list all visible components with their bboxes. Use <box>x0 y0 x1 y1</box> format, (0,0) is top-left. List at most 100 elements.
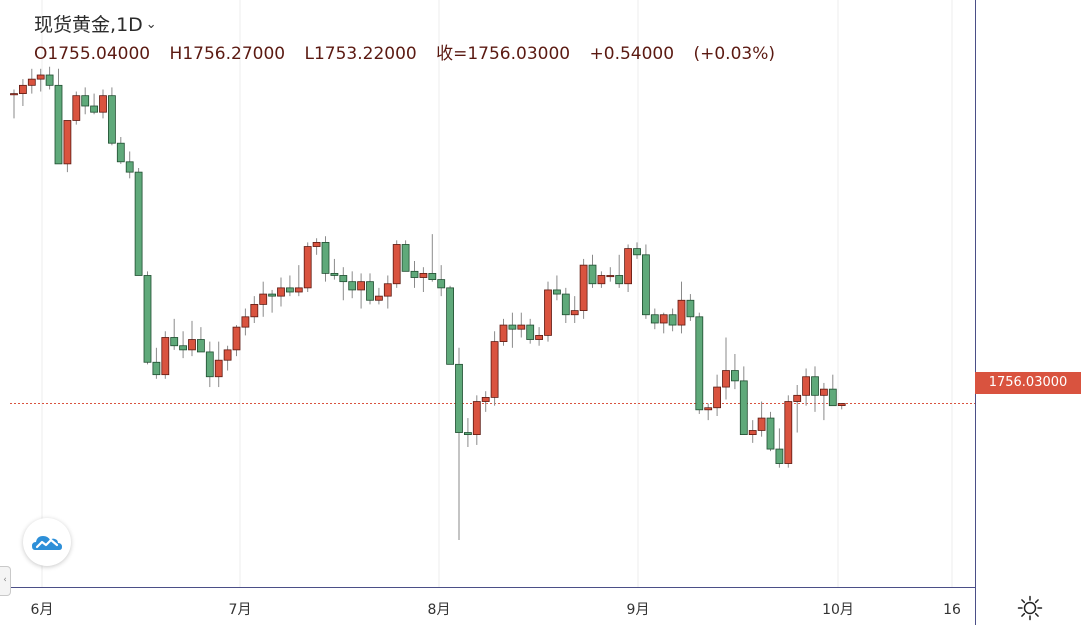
up-candle <box>357 281 366 291</box>
open-value: O1755.04000 <box>34 44 151 64</box>
up-candle <box>535 334 543 340</box>
up-candle <box>27 78 36 86</box>
down-candle <box>116 142 125 163</box>
down-candle <box>642 254 650 316</box>
down-candle <box>125 161 134 173</box>
down-candle <box>366 281 374 301</box>
up-candle <box>72 95 81 121</box>
up-candle <box>544 289 552 336</box>
up-candle <box>214 359 223 378</box>
symbol-selector[interactable]: 现货黄金 , 1D ⌄ <box>34 10 775 40</box>
chevron-down-icon[interactable]: ⌄ <box>145 17 157 32</box>
up-candle <box>757 417 766 431</box>
x-tick-label: 6月 <box>31 602 54 618</box>
down-candle <box>90 105 98 113</box>
x-tick-label: 8月 <box>428 602 451 618</box>
down-candle <box>81 95 90 107</box>
up-candle <box>659 314 668 324</box>
up-candle <box>490 341 499 398</box>
symbol-name[interactable]: 现货黄金 <box>34 14 111 36</box>
candles-layer <box>10 66 846 540</box>
up-candle <box>232 326 241 351</box>
up-candle <box>99 95 107 113</box>
up-candle <box>597 275 606 285</box>
down-candle <box>775 448 784 464</box>
collapse-panel-handle[interactable]: ‹ <box>0 566 11 596</box>
up-candle <box>472 401 481 435</box>
down-candle <box>321 241 330 274</box>
up-candle <box>374 295 383 301</box>
down-candle <box>766 417 775 450</box>
close-value: 收=1756.03000 <box>436 44 571 64</box>
up-candle <box>820 388 828 396</box>
down-candle <box>650 314 659 324</box>
down-candle <box>437 279 446 289</box>
up-candle <box>677 299 686 326</box>
up-candle <box>18 84 27 95</box>
x-tick-label: 7月 <box>229 602 252 618</box>
up-candle <box>259 293 268 305</box>
up-candle <box>793 394 802 402</box>
up-candle <box>303 246 312 289</box>
down-candle <box>811 376 819 396</box>
up-candle <box>241 316 250 328</box>
x-tick-label: 10月 <box>822 602 854 618</box>
last-price-tag: 1756.03000 <box>975 372 1081 394</box>
up-candle <box>294 287 303 293</box>
down-candle <box>615 275 624 285</box>
down-candle <box>553 289 561 295</box>
up-candle <box>63 120 72 165</box>
interval-label[interactable]: 1D <box>116 14 143 36</box>
up-candle <box>223 349 232 361</box>
up-candle <box>748 430 757 436</box>
up-candle <box>36 74 45 80</box>
up-candle <box>419 272 428 278</box>
up-candle <box>481 396 490 402</box>
up-candle <box>713 386 721 409</box>
x-tick-label: 16 <box>943 602 961 618</box>
chart-header: 现货黄金 , 1D ⌄ O1755.04000 H1756.27000 L175… <box>34 10 775 68</box>
tradingview-logo-button[interactable] <box>23 518 71 566</box>
down-candle <box>134 171 143 276</box>
down-candle <box>695 316 704 411</box>
change-percent: (+0.03%) <box>693 44 775 64</box>
down-candle <box>285 287 294 293</box>
ohlc-readout: O1755.04000 H1756.27000 L1753.22000 收=17… <box>34 40 775 68</box>
down-candle <box>268 293 277 297</box>
down-candle <box>196 339 205 353</box>
down-candle <box>108 95 116 144</box>
down-candle <box>739 380 748 436</box>
up-candle <box>161 337 170 376</box>
cloud-chart-icon <box>32 536 62 550</box>
up-candle <box>784 401 793 464</box>
axes-layer <box>0 0 976 625</box>
x-tick-label: 9月 <box>627 602 650 618</box>
down-candle <box>561 293 570 316</box>
x-tick-labels: 6月 7月 8月 9月 10月 16 <box>31 602 961 618</box>
down-candle <box>45 74 54 86</box>
up-candle <box>624 248 632 285</box>
down-candle <box>152 361 161 376</box>
down-candle <box>170 337 179 347</box>
down-candle <box>410 270 419 278</box>
down-candle <box>446 287 455 365</box>
up-candle <box>606 275 615 278</box>
down-candle <box>686 299 695 318</box>
down-candle <box>339 275 348 283</box>
up-candle <box>499 324 508 343</box>
down-candle <box>54 84 63 165</box>
up-candle <box>392 244 401 285</box>
up-candle <box>10 93 18 96</box>
down-candle <box>348 281 357 291</box>
settings-sun-icon[interactable] <box>1017 595 1043 621</box>
down-candle <box>633 248 641 256</box>
down-candle <box>526 324 535 340</box>
up-candle <box>837 403 846 406</box>
up-candle <box>188 339 196 351</box>
up-candle <box>704 407 713 411</box>
change-value: +0.54000 <box>589 44 675 64</box>
down-candle <box>508 324 517 330</box>
down-candle <box>463 432 472 435</box>
up-candle <box>722 370 730 388</box>
